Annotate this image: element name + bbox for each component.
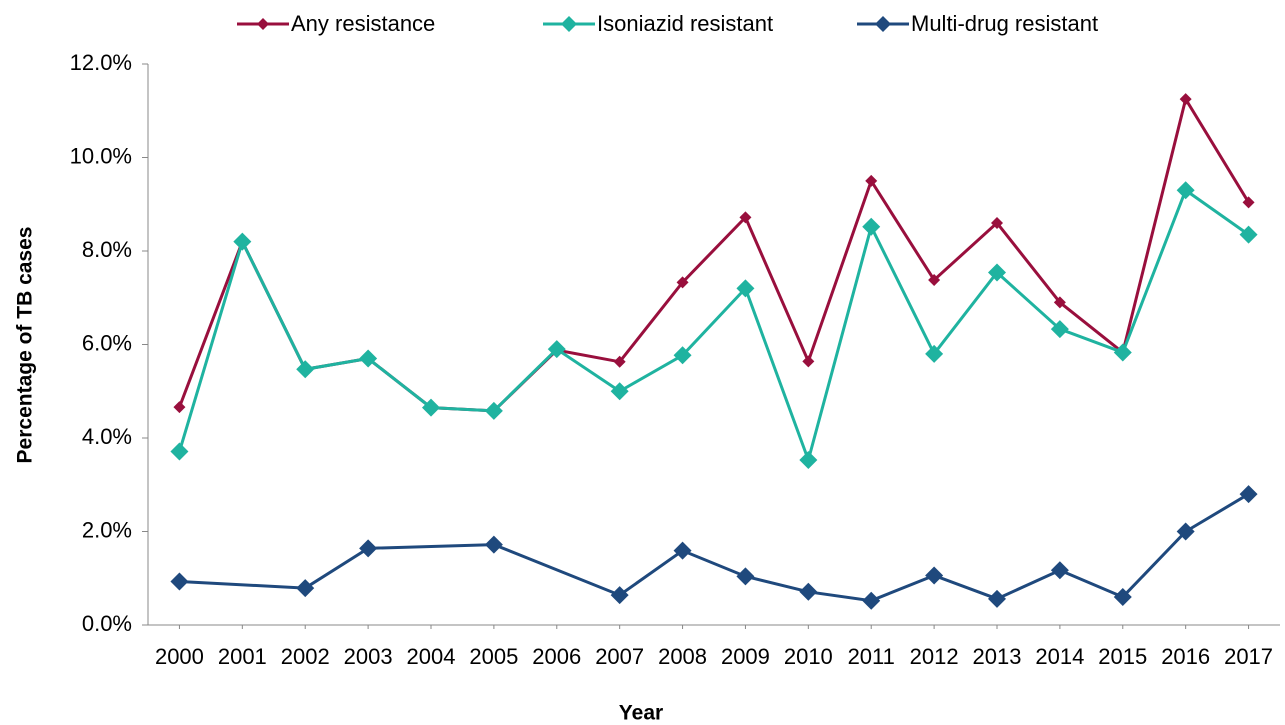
y-tick-label: 12.0%	[70, 50, 132, 75]
data-point	[1053, 296, 1066, 309]
x-axis-title: Year	[619, 702, 663, 725]
y-axis-title: Percentage of TB cases	[14, 227, 37, 464]
x-tick-label: 2011	[848, 644, 895, 669]
data-point	[988, 263, 1006, 282]
y-tick-label: 6.0%	[82, 330, 132, 355]
x-tick-label: 2015	[1098, 644, 1147, 669]
data-point	[1113, 343, 1132, 362]
data-point	[1050, 320, 1069, 339]
x-tick-label: 2007	[595, 644, 644, 669]
data-point	[925, 344, 944, 363]
data-point	[610, 382, 629, 401]
data-point	[673, 541, 692, 560]
data-point	[862, 591, 881, 610]
data-point	[1242, 196, 1255, 209]
data-point	[296, 360, 315, 379]
data-point	[170, 442, 189, 461]
data-point	[1179, 93, 1192, 106]
data-point	[296, 579, 315, 598]
data-point	[865, 174, 878, 187]
legend-label: Isoniazid resistant	[597, 11, 773, 36]
legend-label: Multi-drug resistant	[911, 11, 1098, 36]
x-tick-label: 2005	[469, 644, 518, 669]
data-point	[1050, 561, 1069, 580]
data-point	[359, 539, 378, 558]
data-point	[484, 401, 503, 420]
y-tick-label: 0.0%	[82, 611, 132, 636]
data-point	[1239, 485, 1258, 504]
x-tick-label: 2009	[721, 644, 770, 669]
legend-marker	[561, 16, 577, 32]
x-tick-label: 2004	[407, 644, 456, 669]
series-line	[178, 187, 1250, 465]
x-tick-label: 2001	[218, 644, 267, 669]
data-point	[1176, 522, 1195, 541]
x-tick-label: 2016	[1161, 644, 1210, 669]
data-point	[736, 279, 755, 298]
x-tick-label: 2017	[1224, 644, 1273, 669]
data-point	[233, 232, 252, 251]
y-tick-label: 2.0%	[82, 517, 132, 542]
y-tick-label: 4.0%	[82, 424, 132, 449]
data-point	[170, 572, 189, 591]
y-tick-label: 10.0%	[70, 143, 132, 168]
x-tick-label: 2003	[344, 644, 393, 669]
data-point	[422, 398, 440, 417]
legend-label: Any resistance	[291, 11, 435, 36]
data-point	[1113, 587, 1132, 606]
data-point	[676, 276, 689, 289]
data-point	[736, 567, 755, 586]
data-point	[1239, 225, 1258, 244]
data-point	[928, 273, 941, 286]
data-point	[925, 566, 944, 585]
x-tick-label: 2006	[532, 644, 581, 669]
data-point	[862, 217, 881, 236]
data-point	[359, 349, 378, 368]
x-tick-label: 2012	[910, 644, 959, 669]
data-point	[613, 355, 626, 368]
x-tick-label: 2008	[658, 644, 707, 669]
data-point	[739, 211, 752, 224]
series-line	[179, 492, 1250, 603]
data-point	[799, 582, 818, 601]
data-point	[1176, 181, 1195, 200]
x-tick-label: 2014	[1035, 644, 1084, 669]
legend-marker	[875, 16, 891, 32]
x-tick-label: 2013	[973, 644, 1022, 669]
data-point	[173, 401, 186, 414]
data-point	[547, 340, 566, 359]
data-point	[610, 586, 629, 605]
x-tick-label: 2002	[281, 644, 330, 669]
data-point	[484, 535, 503, 554]
data-point	[991, 216, 1003, 229]
x-tick-label: 2010	[784, 644, 833, 669]
y-tick-label: 8.0%	[82, 237, 132, 262]
data-point	[799, 450, 818, 469]
data-point	[988, 589, 1006, 608]
legend-marker	[257, 18, 269, 30]
data-point	[802, 355, 815, 368]
data-point	[673, 346, 692, 365]
x-tick-label: 2000	[155, 644, 204, 669]
